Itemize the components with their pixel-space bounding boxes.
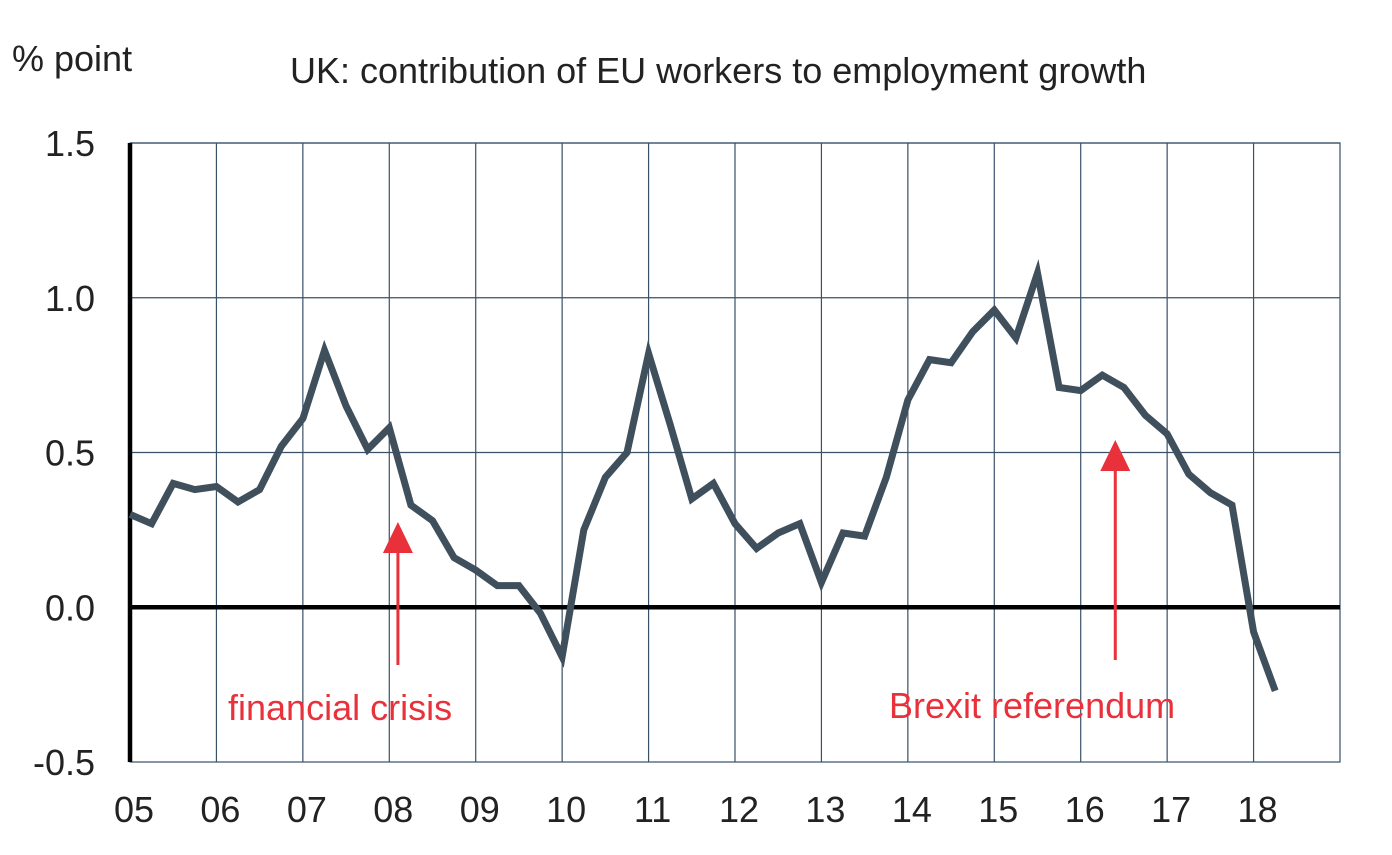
annotation-label: Brexit referendum — [889, 685, 1175, 726]
y-tick-label: 1.5 — [45, 123, 95, 164]
series — [128, 259, 1279, 693]
x-tick-label: 06 — [200, 789, 240, 830]
x-tick-label: 15 — [978, 789, 1018, 830]
x-tick-label: 17 — [1151, 789, 1191, 830]
x-tick-label: 08 — [373, 789, 413, 830]
axes — [127, 143, 1340, 762]
x-tick-label: 14 — [892, 789, 932, 830]
y-axis-label: % point — [12, 38, 133, 79]
y-tick-label: 0.0 — [45, 587, 95, 628]
annotation-arrow-head — [382, 522, 413, 553]
annotations: financial crisis Brexit referendum — [228, 440, 1175, 728]
x-tick-label: 12 — [719, 789, 759, 830]
x-tick-label: 13 — [805, 789, 845, 830]
series-line — [128, 259, 1279, 693]
annotation-arrow-head — [1100, 440, 1131, 471]
x-tick-label: 10 — [546, 789, 586, 830]
x-tick-label: 07 — [287, 789, 327, 830]
tick-labels: 1.5 1.0 0.5 0.0 -0.5 05 06 07 08 09 10 11 12 13 14 15 16… — [33, 123, 1278, 830]
x-tick-label: 05 — [114, 789, 154, 830]
annotation-label: financial crisis — [228, 687, 452, 728]
y-tick-label: 0.5 — [45, 433, 95, 474]
x-tick-label: 18 — [1238, 789, 1278, 830]
grid — [129, 142, 1341, 763]
x-tick-label: 09 — [460, 789, 500, 830]
chart-title: UK: contribution of EU workers to employ… — [290, 50, 1147, 91]
y-tick-label: -0.5 — [33, 742, 95, 783]
x-tick-label: 11 — [634, 789, 671, 830]
x-tick-label: 16 — [1065, 789, 1105, 830]
y-tick-label: 1.0 — [45, 278, 95, 319]
